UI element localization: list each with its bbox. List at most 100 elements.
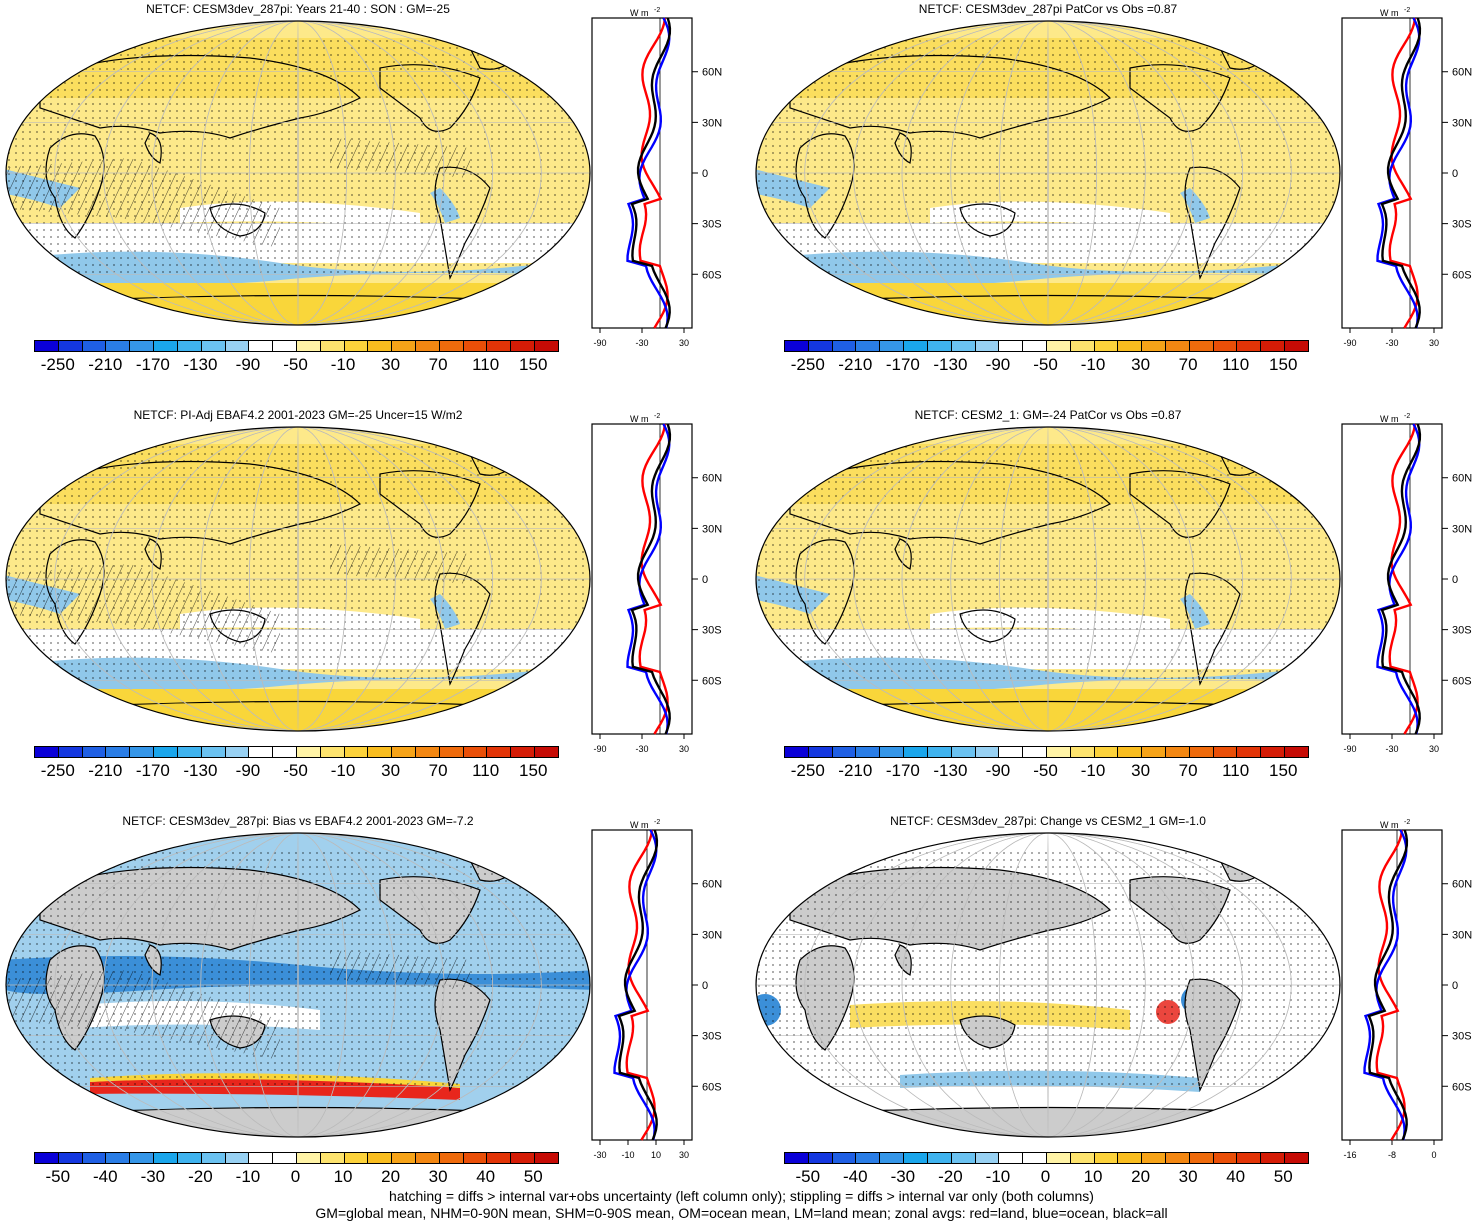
- colorbar: [784, 340, 1309, 352]
- colorbar-label: -10: [330, 761, 356, 780]
- world-map: [755, 426, 1341, 732]
- colorbar-swatch: [1261, 1153, 1286, 1163]
- graticule-lon: [1047, 833, 1049, 1137]
- colorbar-swatch: [1142, 747, 1166, 757]
- colorbar-swatch: [1142, 341, 1166, 351]
- colorbar-swatch: [1213, 747, 1238, 757]
- zonal-ocean-curve: [1376, 17, 1421, 329]
- colorbar-swatch: [344, 341, 369, 351]
- colorbar-label: -170: [885, 761, 920, 780]
- zonal-units-sup: -2: [654, 413, 660, 420]
- colorbar-swatch: [1213, 1153, 1238, 1163]
- graticule-lon: [102, 427, 494, 731]
- zonal-frame: [591, 829, 693, 1141]
- graticule-lon: [54, 21, 542, 325]
- zonal-ocean-curve: [1363, 829, 1408, 1141]
- graticule-lon: [804, 427, 1292, 731]
- graticule-lon: [901, 427, 1195, 731]
- colorbar-swatch: [808, 341, 833, 351]
- colorbar-swatch: [487, 747, 512, 757]
- panel-title: NETCF: CESM2_1: GM=-24 PatCor vs Obs =0.…: [914, 408, 1182, 422]
- field-band-antarctic: [756, 689, 1340, 731]
- colorbar-swatch: [785, 341, 809, 351]
- graticule-lon: [54, 833, 542, 1137]
- colorbar-swatch: [273, 1153, 297, 1163]
- colorbar-label: -30: [890, 1167, 916, 1186]
- colorbar-swatch: [392, 1153, 416, 1163]
- colorbar-swatch: [154, 341, 178, 351]
- graticule-lon: [998, 21, 1098, 325]
- map-border: [5, 20, 591, 326]
- panel-title: NETCF: PI-Adj EBAF4.2 2001-2023 GM=-25 U…: [133, 408, 463, 422]
- colorbar-label: -50: [1033, 761, 1058, 780]
- graticule-lon: [200, 833, 396, 1137]
- colorbar-label: 150: [1269, 761, 1298, 780]
- graticule-lon: [151, 833, 445, 1137]
- zonal-units-sup: -2: [1404, 413, 1410, 420]
- panel-title: NETCF: CESM3dev_287pi: Years 21-40 : SON…: [146, 2, 450, 16]
- colorbar-label: 30: [1178, 1167, 1198, 1186]
- colorbar-swatch: [1094, 747, 1119, 757]
- colorbar-swatch: [106, 341, 131, 351]
- zonal-x-label: -16: [1343, 1150, 1356, 1160]
- colorbar-swatch: [1094, 341, 1119, 351]
- zonal-x-label: -90: [593, 338, 606, 348]
- colorbar-swatch: [58, 747, 83, 757]
- colorbar-swatch: [1070, 747, 1095, 757]
- colorbar-swatch: [392, 341, 416, 351]
- colorbar-swatch: [511, 747, 536, 757]
- graticule-lon: [852, 21, 1244, 325]
- colorbar-swatch: [416, 747, 440, 757]
- colorbar-swatch: [1070, 341, 1095, 351]
- colorbar-label: 50: [1273, 1167, 1293, 1186]
- colorbar: [784, 1152, 1309, 1164]
- colorbar-label: -50: [45, 1167, 71, 1186]
- colorbar-swatch: [487, 341, 512, 351]
- colorbar-label: 30: [381, 355, 401, 374]
- colorbar-label: 150: [1269, 355, 1298, 374]
- colorbar: [34, 340, 559, 352]
- colorbar-swatch: [154, 747, 178, 757]
- colorbar-swatch: [439, 1153, 464, 1163]
- zonal-all-curve: [630, 17, 672, 329]
- colorbar-swatch: [1070, 1153, 1095, 1163]
- zonal-x-label: -30: [1385, 744, 1398, 754]
- zonal-x-label: -8: [1388, 1150, 1396, 1160]
- panel-title: NETCF: CESM3dev_287pi: Bias vs EBAF4.2 2…: [122, 814, 474, 828]
- colorbar-label: -10: [1080, 355, 1106, 374]
- zonal-frame: [1341, 17, 1443, 329]
- hatching: [330, 138, 470, 178]
- graticule-lon: [901, 21, 1195, 325]
- footer-notes: hatching = diffs > internal var+obs unce…: [0, 1188, 1483, 1222]
- zonal-land-curve: [638, 423, 669, 735]
- colorbar-labels: -250 -210 -170 -130 -90 -50 -10 30 70 110 150: [34, 761, 557, 781]
- hatching: [330, 950, 470, 990]
- zonal-lat-label: 30S: [702, 1031, 722, 1043]
- colorbar-swatch: [785, 1153, 809, 1163]
- colorbar-label: 50: [523, 1167, 543, 1186]
- zonal-land-curve: [1388, 17, 1419, 329]
- colorbar-label: 150: [519, 355, 548, 374]
- graticule-lon: [998, 833, 1098, 1137]
- colorbar-swatch: [225, 341, 250, 351]
- colorbar-label: -10: [330, 355, 356, 374]
- graticule-lon: [804, 833, 1292, 1137]
- zonal-lat-label: 0: [702, 168, 708, 180]
- colorbar-swatch: [249, 747, 274, 757]
- graticule-lon: [950, 21, 1146, 325]
- colorbar-swatch: [1285, 341, 1308, 351]
- field-band-antarctic: [6, 283, 590, 325]
- colorbar-label: 40: [476, 1167, 496, 1186]
- graticule-lon: [852, 427, 1244, 731]
- colorbar-label: -50: [283, 761, 308, 780]
- colorbar-label: 110: [472, 761, 500, 780]
- zonal-x-label: -90: [593, 744, 606, 754]
- colorbar-swatch: [130, 747, 155, 757]
- colorbar-swatch: [880, 1153, 905, 1163]
- zonal-lat-label: 0: [1452, 168, 1458, 180]
- zonal-lat-label: 0: [1452, 980, 1458, 992]
- colorbar-swatch: [320, 747, 345, 757]
- zonal-mean-plot: W m -2 60N 30N 0 30S 60S -30 -10 10 30: [591, 819, 722, 1160]
- map-border: [755, 426, 1341, 732]
- colorbar-labels: -250 -210 -170 -130 -90 -50 -10 30 70 110 150: [34, 355, 557, 375]
